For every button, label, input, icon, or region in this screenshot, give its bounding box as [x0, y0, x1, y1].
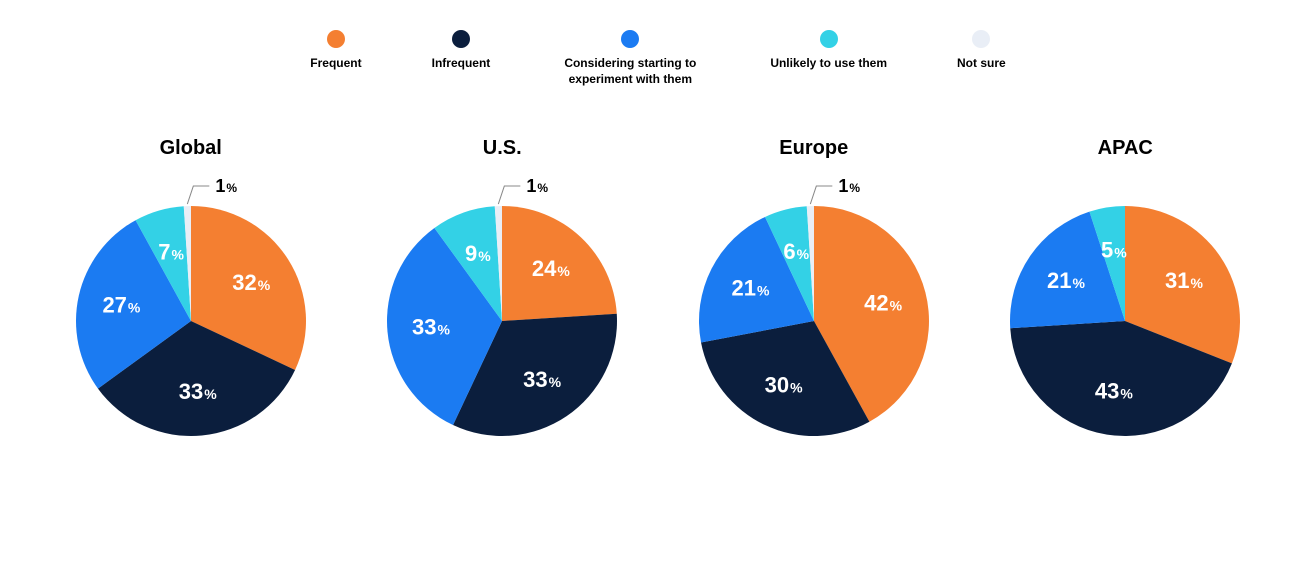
legend-item: Considering starting to experiment with … [560, 30, 700, 87]
chart-title: Global [160, 137, 222, 160]
pie-wrap: 42%30%21%6%1% [684, 166, 944, 446]
callout-line [499, 186, 521, 204]
legend: Frequent Infrequent Considering starting t… [40, 30, 1276, 87]
legend-swatch [327, 30, 345, 48]
legend-swatch [820, 30, 838, 48]
legend-swatch [621, 30, 639, 48]
chart-title: Europe [779, 137, 848, 160]
legend-label: Infrequent [432, 56, 491, 72]
pie-chart: Global 32%33%27%7%1% [61, 137, 321, 446]
legend-item: Infrequent [432, 30, 491, 87]
callout-label: 1% [838, 176, 860, 196]
legend-label: Considering starting to experiment with … [560, 56, 700, 87]
chart-title: U.S. [483, 137, 522, 160]
legend-label: Frequent [310, 56, 361, 72]
pie-chart: APAC 31%43%21%5% [995, 137, 1255, 446]
pie-svg: 24%33%33%9%1% [372, 166, 632, 446]
legend-item: Not sure [957, 30, 1006, 87]
legend-swatch [452, 30, 470, 48]
callout-line [187, 186, 209, 204]
pie-svg: 42%30%21%6%1% [684, 166, 944, 446]
pie-wrap: 32%33%27%7%1% [61, 166, 321, 446]
legend-label: Unlikely to use them [770, 56, 887, 72]
pie-svg: 32%33%27%7%1% [61, 166, 321, 446]
legend-item: Frequent [310, 30, 361, 87]
legend-label: Not sure [957, 56, 1006, 72]
pie-wrap: 24%33%33%9%1% [372, 166, 632, 446]
legend-swatch [972, 30, 990, 48]
pie-chart: U.S. 24%33%33%9%1% [372, 137, 632, 446]
pie-chart: Europe 42%30%21%6%1% [684, 137, 944, 446]
pie-svg: 31%43%21%5% [995, 166, 1255, 446]
pie-wrap: 31%43%21%5% [995, 166, 1255, 446]
legend-item: Unlikely to use them [770, 30, 887, 87]
chart-title: APAC [1098, 137, 1153, 160]
callout-line [810, 186, 832, 204]
callout-label: 1% [527, 176, 549, 196]
callout-label: 1% [215, 176, 237, 196]
charts-row: Global32%33%27%7%1%U.S.24%33%33%9%1%Euro… [40, 137, 1276, 446]
